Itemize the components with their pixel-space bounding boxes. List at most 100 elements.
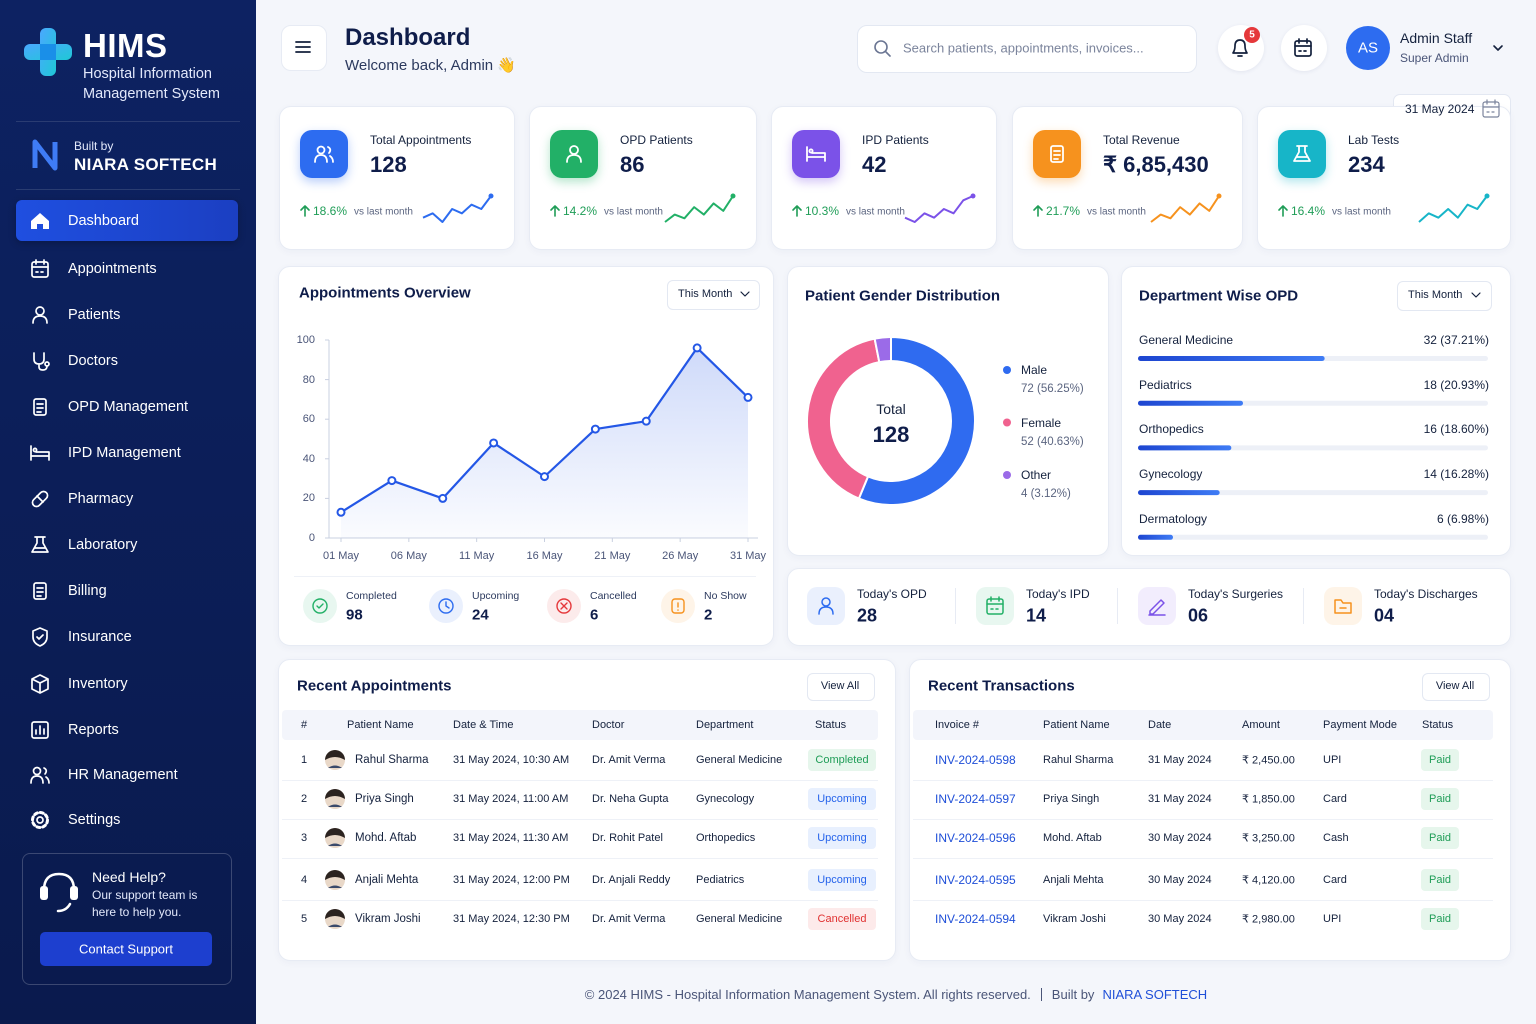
- table-title: Recent Appointments: [297, 677, 452, 695]
- table-cell: Card: [1323, 874, 1347, 886]
- menu-item[interactable]: [16, 710, 238, 750]
- avatar[interactable]: [1346, 26, 1390, 70]
- stat-note: vs last month: [1087, 206, 1146, 218]
- menu-button[interactable]: [281, 25, 327, 71]
- bar-label: Orthopedics: [1139, 422, 1204, 437]
- x-tick-label: 21 May: [594, 550, 631, 562]
- today-label: Today's OPD: [857, 587, 927, 601]
- legend-label: Male: [1021, 363, 1048, 377]
- footer-text: © 2024 HIMS - Hospital Information Manag…: [584, 986, 1031, 1002]
- menu-item[interactable]: [16, 433, 238, 473]
- view-all-button[interactable]: [1422, 673, 1490, 701]
- legend-value: 52 (40.63%): [1021, 435, 1084, 448]
- search-box[interactable]: [857, 25, 1197, 73]
- row-divider: [282, 819, 878, 820]
- menu-item[interactable]: [16, 295, 238, 335]
- today-label: Today's IPD: [1026, 587, 1090, 601]
- stat-note: vs last month: [604, 206, 663, 218]
- filter-label: This Month: [1408, 289, 1463, 301]
- menu-item[interactable]: [16, 479, 238, 519]
- table-cell: Priya Singh: [1043, 793, 1100, 805]
- status-badge: [1421, 749, 1459, 771]
- status-badge: [808, 869, 876, 891]
- menu-label: Appointments: [68, 261, 157, 277]
- notification-badge: [1244, 27, 1260, 43]
- menu-label: HR Management: [68, 767, 178, 783]
- menu-item[interactable]: [16, 387, 238, 427]
- status-badge: [808, 908, 876, 930]
- menu-item[interactable]: [16, 571, 238, 611]
- row-divider: [913, 819, 1493, 820]
- row-divider: [282, 900, 878, 901]
- contact-button[interactable]: [40, 932, 212, 966]
- menu-item[interactable]: [16, 755, 238, 795]
- table-cell: INV-2024-0595: [935, 873, 1016, 887]
- table-cell: 31 May 2024, 12:00 PM: [453, 874, 570, 886]
- divider: [294, 576, 756, 577]
- menu-label: Settings: [68, 812, 121, 828]
- brand-subtitle: Hospital Information Management System: [83, 66, 221, 102]
- status-badge: [1421, 827, 1459, 849]
- stat-value: ₹ 6,85,430: [1103, 152, 1209, 177]
- footer-separator: [1040, 987, 1042, 1001]
- table-header: Patient Name: [1043, 719, 1110, 731]
- stat-card: [279, 106, 515, 250]
- view-all-button[interactable]: [807, 673, 875, 701]
- summary-label: Completed: [346, 590, 397, 602]
- pie-center-label: Total: [876, 401, 906, 417]
- today-icon-bg: [1138, 587, 1176, 625]
- stat-icon-bg: [1278, 130, 1326, 178]
- row-divider: [913, 780, 1493, 781]
- calendar-button[interactable]: [1281, 25, 1327, 71]
- menu-item[interactable]: [16, 341, 238, 381]
- bar-value-label: 6 (6.98%): [1436, 511, 1489, 526]
- menu-item[interactable]: [16, 201, 238, 241]
- stat-label: IPD Patients: [862, 133, 929, 147]
- menu-label: OPD Management: [68, 399, 189, 415]
- menu-item[interactable]: [16, 664, 238, 704]
- menu-item[interactable]: [16, 249, 238, 289]
- chart-title: Department Wise OPD: [1139, 287, 1299, 305]
- user-name: Admin Staff: [1400, 30, 1473, 46]
- table-header: Status: [815, 719, 847, 731]
- built-by-label: Built by: [74, 139, 114, 153]
- menu-item[interactable]: [16, 617, 238, 657]
- table-cell: 3: [301, 832, 308, 844]
- status-label: Completed: [815, 754, 869, 766]
- menu-label: Dashboard: [68, 213, 139, 229]
- menu-item[interactable]: [16, 525, 238, 565]
- table-cell: Dr. Amit Verma: [592, 913, 666, 925]
- menu-active: [16, 200, 238, 241]
- row-divider: [282, 780, 878, 781]
- date: 31 May 2024: [1405, 102, 1475, 116]
- stat-change: 18.6%: [313, 204, 348, 218]
- table-cell: 31 May 2024: [1148, 793, 1212, 805]
- table-cell: ₹ 4,120.00: [1242, 874, 1295, 887]
- built-by: NIARA SOFTECH: [74, 155, 218, 174]
- status-badge: [808, 788, 876, 810]
- table-cell: INV-2024-0598: [935, 753, 1016, 767]
- bar-value-label: 18 (20.93%): [1423, 377, 1489, 392]
- page-subtitle: Welcome back, Admin 👋: [345, 57, 516, 74]
- search-placeholder: Search patients, appointments, invoices.…: [903, 40, 1144, 56]
- summary-value: 2: [704, 606, 713, 624]
- y-tick-label: 40: [302, 452, 315, 465]
- table-cell: Mohd. Aftab: [355, 832, 417, 844]
- table-cell: Vikram Joshi: [1043, 913, 1106, 925]
- stat-note: vs last month: [1332, 206, 1391, 218]
- bar-value-label: 14 (16.28%): [1423, 467, 1489, 482]
- status-label: Paid: [1428, 913, 1452, 925]
- table-cell: 30 May 2024: [1148, 874, 1212, 886]
- table-cell: 5: [301, 913, 308, 925]
- status-label: Upcoming: [817, 874, 867, 886]
- menu-item[interactable]: [16, 800, 238, 840]
- table-header: Patient Name: [347, 719, 414, 731]
- table-header: Status: [1422, 719, 1454, 731]
- table-cell: Card: [1323, 793, 1347, 805]
- status-badge: [1421, 908, 1459, 930]
- table-cell: Rahul Sharma: [355, 754, 429, 766]
- filter-label: This Month: [678, 288, 733, 300]
- table-cell: ₹ 2,980.00: [1242, 913, 1295, 926]
- sidebar: [0, 0, 256, 1024]
